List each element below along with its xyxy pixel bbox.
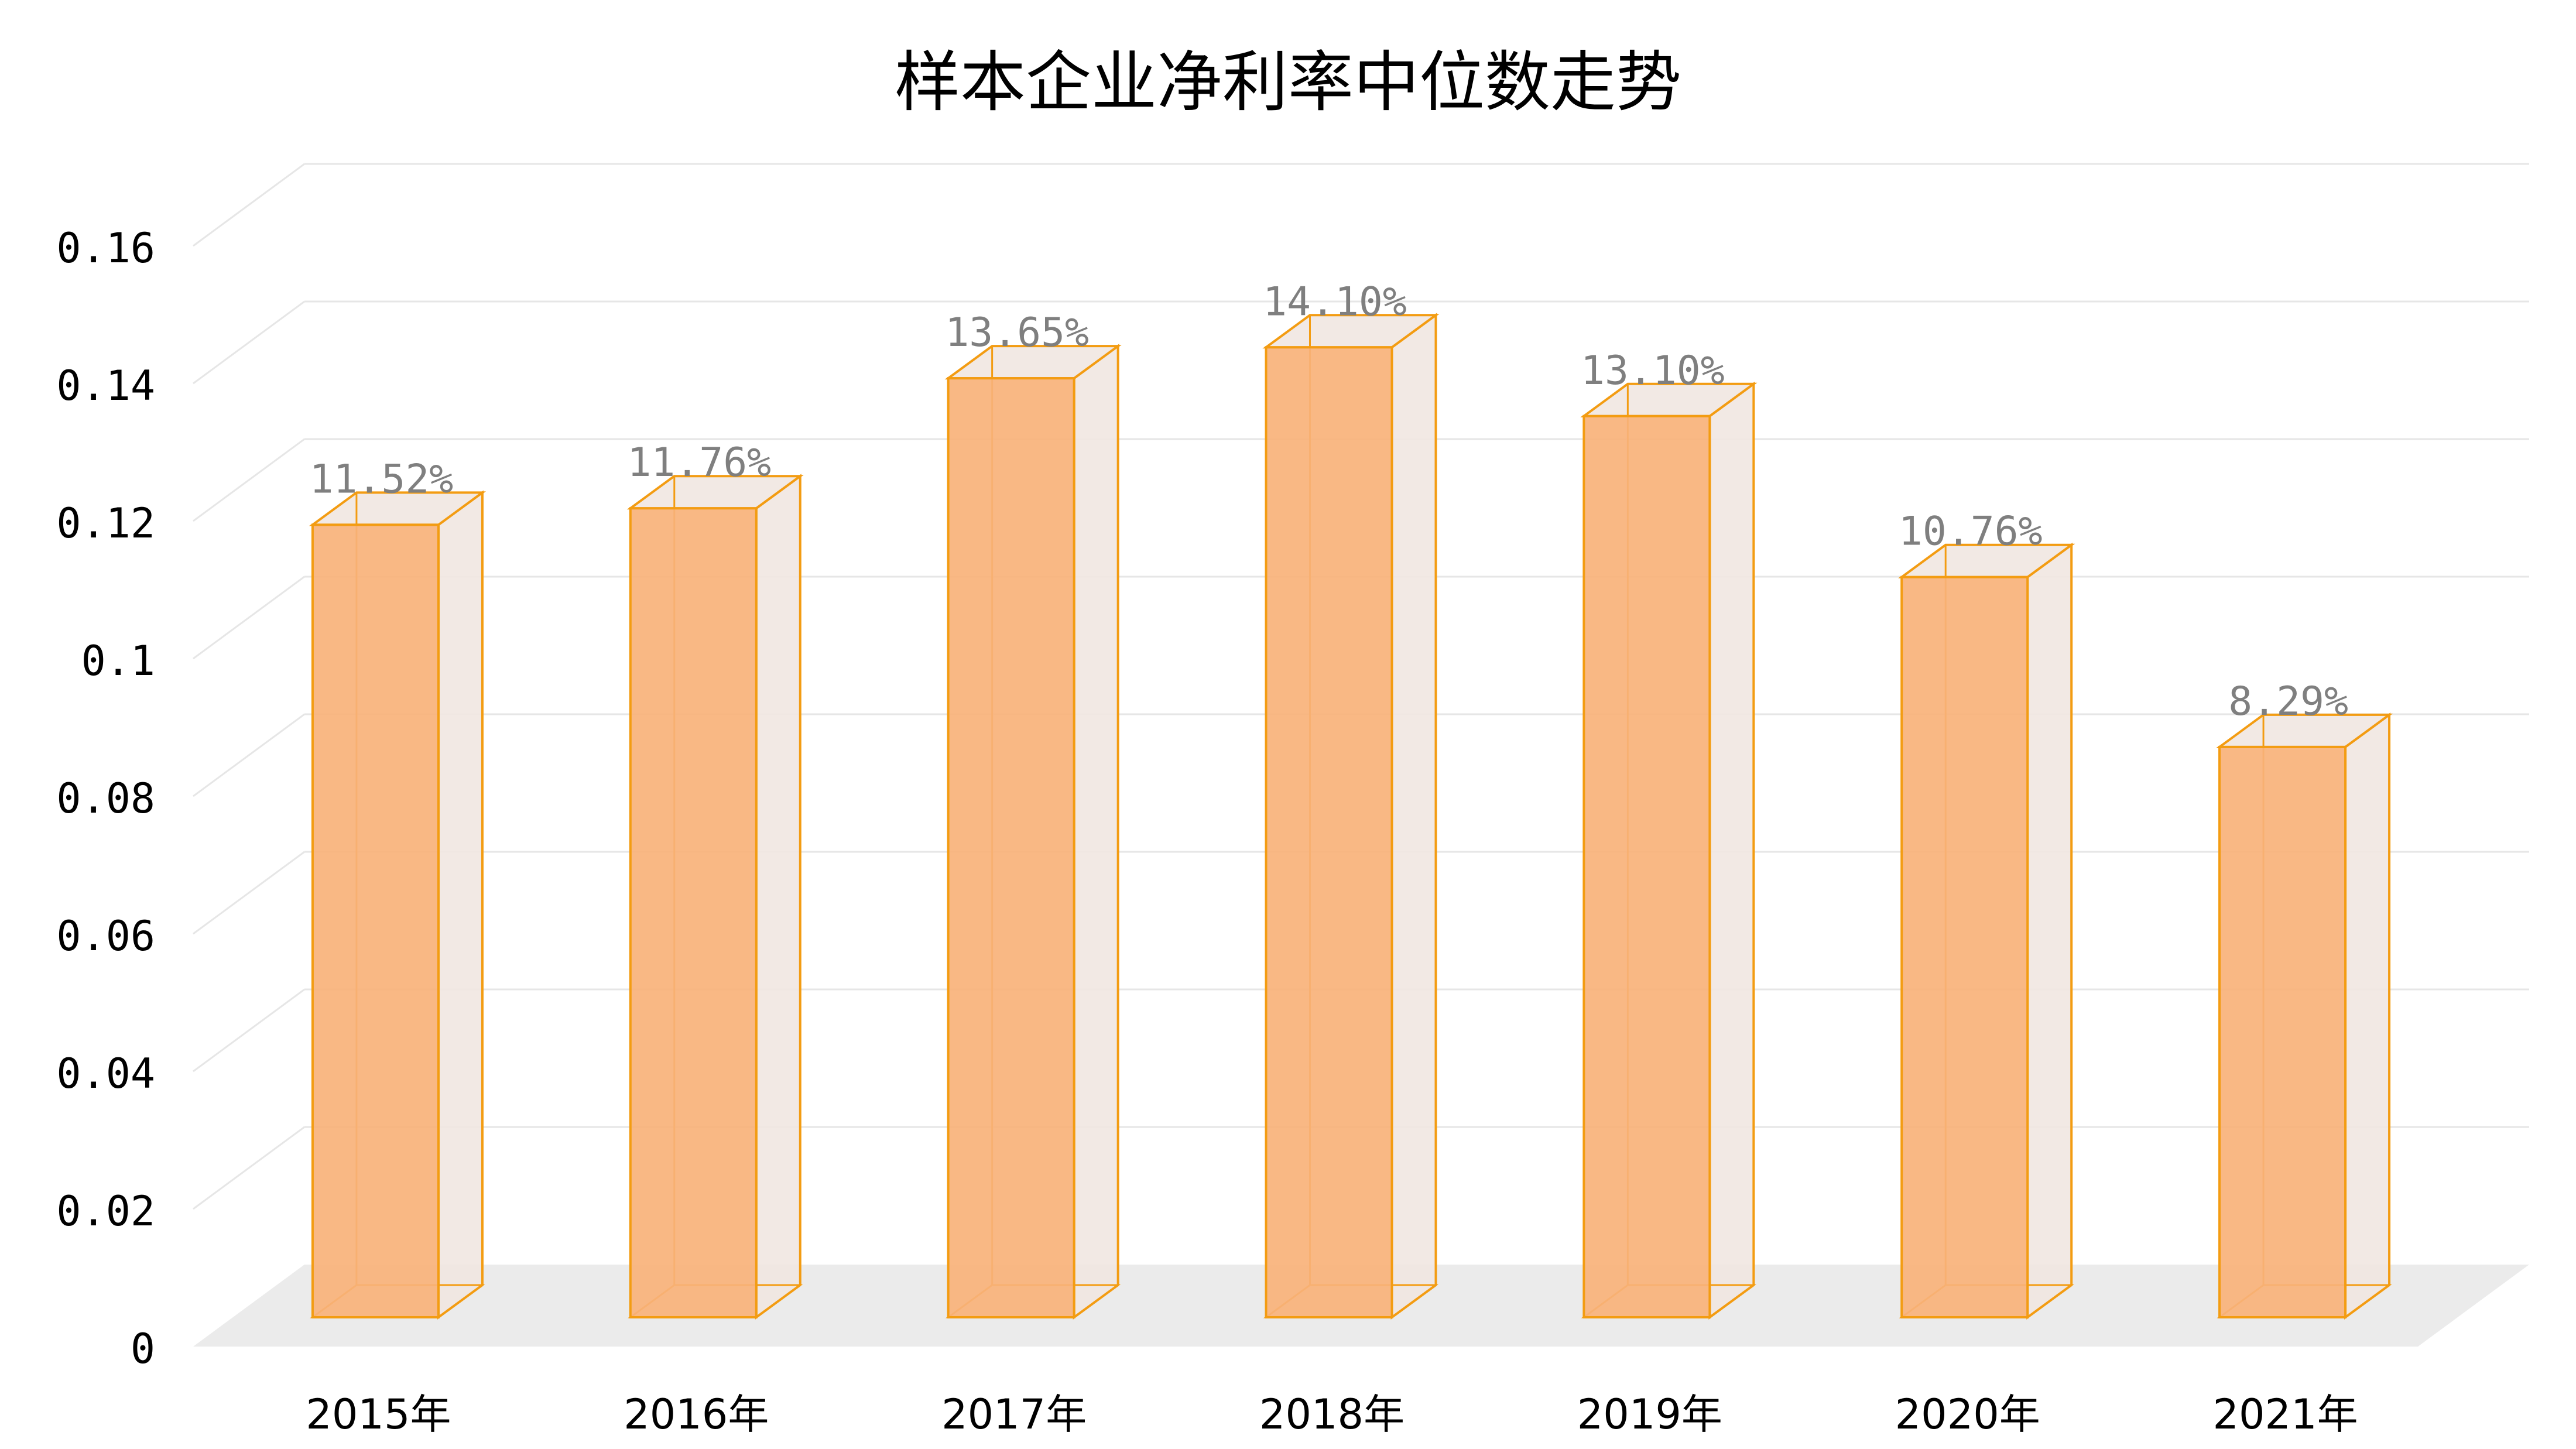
bar-side	[1073, 344, 1119, 1320]
data-label: 10.76%	[1899, 509, 2043, 555]
gridline-diagonal	[193, 438, 305, 522]
x-tick-label: 2017年	[941, 1390, 1087, 1438]
x-tick-label: 2016年	[624, 1390, 769, 1438]
bar	[947, 377, 1075, 1318]
y-tick-label: 0.02	[56, 1187, 155, 1235]
bar	[1265, 346, 1393, 1318]
data-label: 11.52%	[310, 456, 454, 502]
y-tick-label: 0.16	[56, 224, 155, 272]
x-tick-label: 2018年	[1259, 1390, 1405, 1438]
x-tick-label: 2020年	[1895, 1390, 2040, 1438]
x-tick-label: 2021年	[2212, 1390, 2358, 1438]
data-label: 13.65%	[945, 310, 1089, 356]
gridline-diagonal	[193, 300, 305, 385]
y-tick-label: 0.06	[56, 912, 155, 960]
y-tick-label: 0.08	[56, 775, 155, 823]
bar-side	[2344, 712, 2391, 1320]
bar-side	[2026, 542, 2073, 1320]
data-label: 8.29%	[2228, 679, 2348, 725]
x-tick-label: 2015年	[306, 1390, 451, 1438]
bar-side	[1390, 313, 1437, 1320]
x-tick-label: 2019年	[1577, 1390, 1722, 1438]
y-tick-label: 0.1	[81, 637, 155, 685]
y-tick-label: 0.14	[56, 362, 155, 410]
y-tick-label: 0.12	[56, 499, 155, 547]
bar	[1582, 415, 1711, 1318]
gridline-diagonal	[193, 576, 305, 660]
bar	[1900, 576, 2029, 1319]
y-tick-label: 0	[131, 1325, 155, 1373]
bar-side	[1708, 381, 1755, 1320]
bar-side	[755, 474, 801, 1320]
gridline-diagonal	[193, 163, 305, 247]
bar	[629, 507, 758, 1319]
data-label: 13.10%	[1581, 348, 1725, 394]
data-label: 11.76%	[627, 440, 771, 486]
data-label: 14.10%	[1263, 279, 1407, 325]
gridline-diagonal	[193, 851, 305, 935]
bar	[2218, 745, 2347, 1319]
bar	[311, 523, 440, 1318]
chart-title: 样本企业净利率中位数走势	[895, 44, 1681, 121]
gridline-diagonal	[193, 713, 305, 797]
gridline-diagonal	[193, 988, 305, 1073]
gridline-diagonal	[193, 1126, 305, 1210]
y-tick-label: 0.04	[56, 1050, 155, 1098]
bar-side	[437, 490, 484, 1320]
